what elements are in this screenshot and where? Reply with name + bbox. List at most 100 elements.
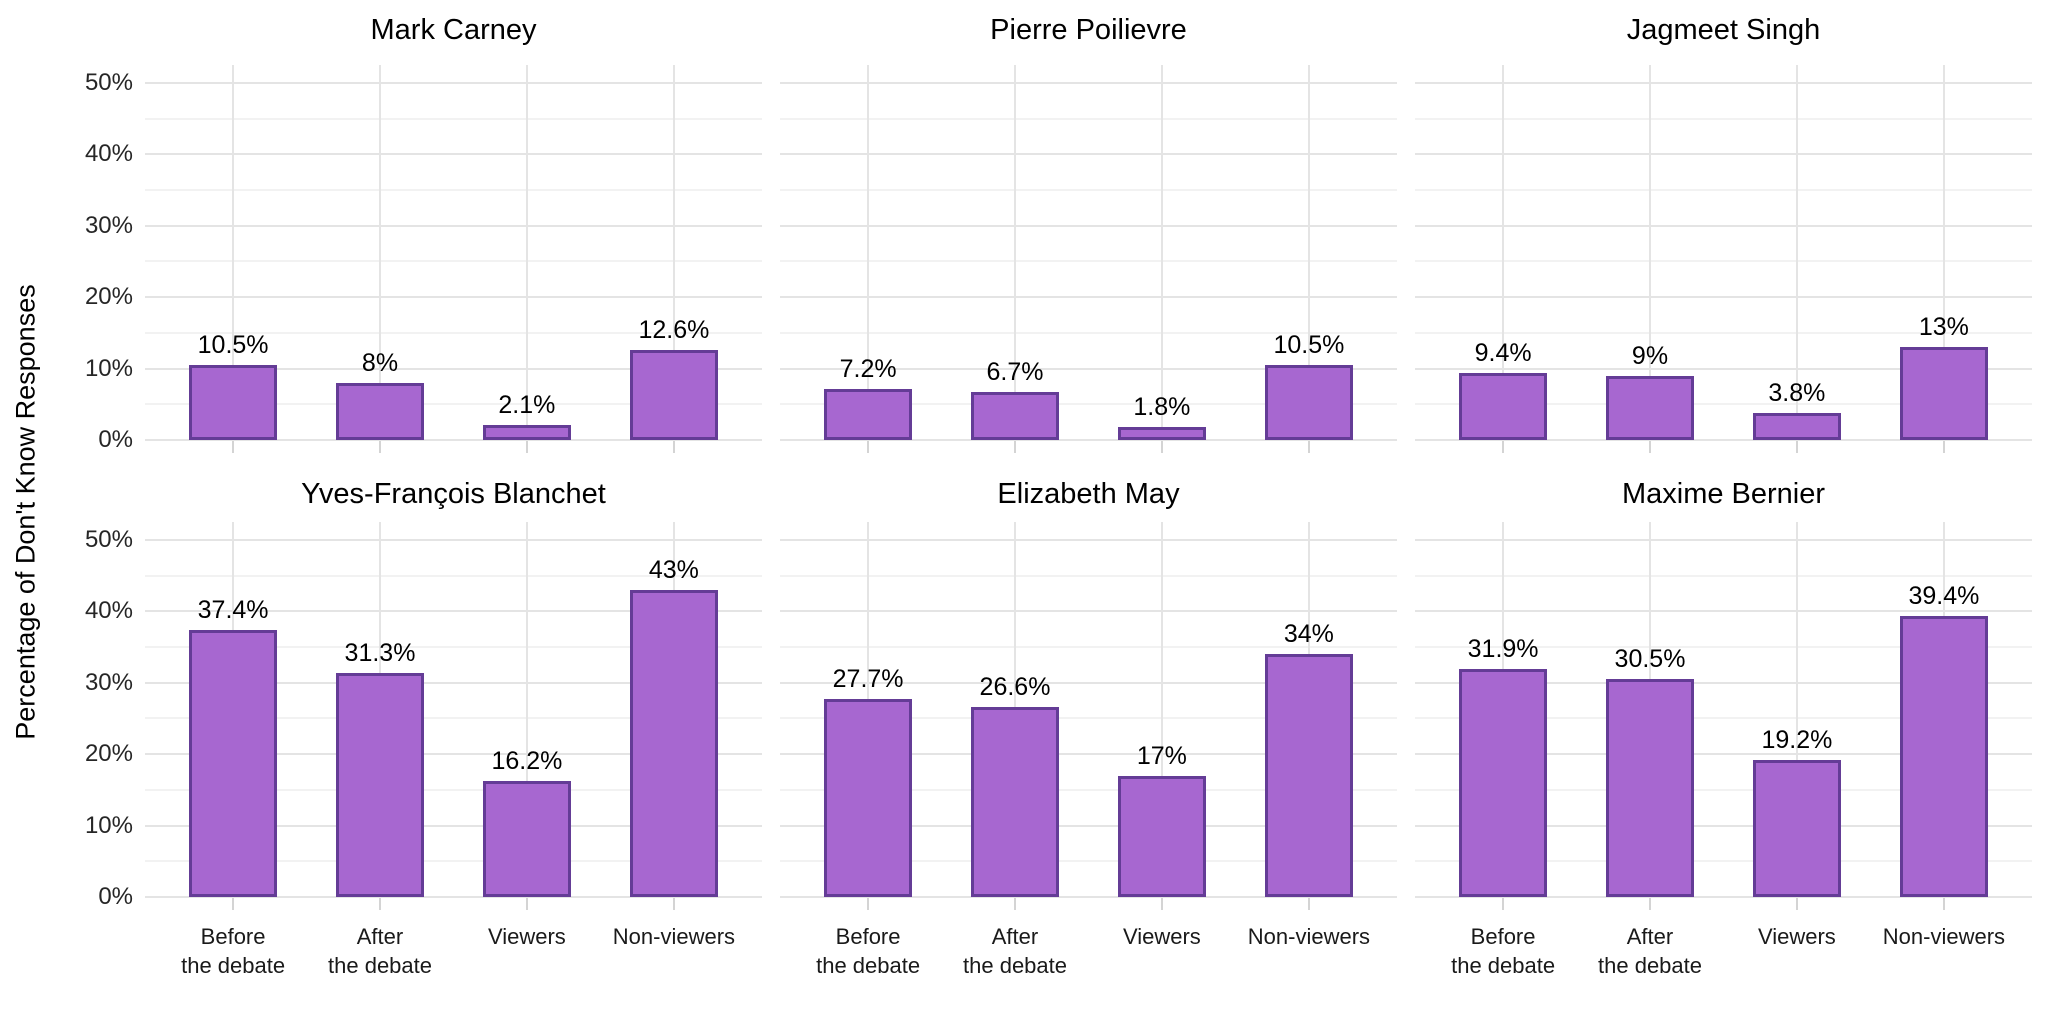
x-category-label: After the debate [963,922,1067,980]
x-category-label: Viewers [1758,922,1836,951]
facet-title: Jagmeet Singh [1626,14,1821,46]
x-category-label: Non-viewers [1883,922,2005,951]
gridline-major [780,153,1397,156]
bar [1459,372,1548,440]
gridline-minor [780,717,1397,720]
y-tick-label: 10% [84,354,133,382]
y-tick-label: 20% [84,283,133,311]
gridline-major [1415,153,2032,156]
bar-value-label: 8% [361,348,399,377]
gridline-vertical [232,65,235,440]
x-category-label: Non-viewers [613,922,735,951]
x-category-label: Before the debate [816,922,920,980]
plot-panel: 37.4% 31.3% 16.2% 43% [145,522,762,898]
gridline-vertical [1160,65,1163,440]
y-tick-label: 10% [84,811,133,839]
bar [1117,775,1206,897]
gridline-minor [780,860,1397,863]
gridline-major [145,153,762,156]
x-category-label-line: Before [200,924,266,949]
y-tick-label: 0% [98,883,133,910]
bar [336,673,424,897]
gridline-major [780,824,1397,827]
bar-value-label: 17% [1136,741,1187,770]
gridline-minor [145,717,762,720]
gridline-major [780,439,1397,441]
bar [189,629,278,897]
x-tick-mark [1649,898,1651,910]
gridline-major [780,753,1397,756]
x-category-label-line: Viewers [1757,924,1836,949]
gridline-vertical [1649,65,1651,440]
bar [189,364,278,440]
x-tick-mark [1795,441,1798,453]
plot-panel: 27.7% 26.6% 17% 34% [780,522,1397,898]
bar [824,388,913,440]
gridline-major [145,681,762,684]
x-category-label: After the debate [1598,922,1702,980]
gridline-major [1415,224,2032,227]
y-tick-label: 20% [84,740,133,768]
gridline-minor [780,331,1397,334]
gridline-vertical [525,522,528,897]
bar-value-label: 13% [1918,313,1969,342]
facet-title: Yves-François Blanchet [301,478,606,510]
gridline-major [145,896,762,898]
gridline-major [780,610,1397,613]
x-tick-mark [1307,898,1310,910]
y-tick-label: 40% [84,597,133,625]
bar-value-label: 31.9% [1467,635,1539,664]
bar-value-label: 7.2% [839,354,897,383]
x-category-label-line: Viewers [487,924,566,949]
gridline-minor [1415,188,2032,191]
gridline-major [1415,896,2032,898]
bar-value-label: 34% [1283,620,1334,649]
y-tick-label: 50% [84,525,133,553]
x-tick-mark [1014,441,1016,453]
bar-value-label: 12.6% [638,315,710,344]
x-category-label-line: the debate [816,953,921,978]
y-tick-label: 30% [84,668,133,696]
plot-panel: 7.2% 6.7% 1.8% 10.5% [780,65,1397,441]
bar-value-label: 19.2% [1761,725,1833,754]
x-category-label-line: Viewers [1122,924,1201,949]
bar [629,589,718,897]
x-category-label-line: After [991,924,1039,949]
gridline-vertical [1502,65,1505,440]
gridline-minor [780,117,1397,120]
gridline-vertical [867,65,870,440]
gridline-minor [145,117,762,120]
gridline-minor [145,188,762,191]
gridline-vertical [525,65,528,440]
gridline-minor [145,574,762,577]
plot-panel: 9.4% 9% 3.8% 13% [1415,65,2032,441]
x-category-label-line: Non-viewers [612,924,736,949]
bar-value-label: 43% [648,555,699,584]
x-category-label-line: Before [1470,924,1536,949]
x-tick-mark [1942,898,1945,910]
gridline-major [1415,367,2032,370]
x-category-label: Viewers [1123,922,1201,951]
bar-value-label: 9% [1631,341,1669,370]
bar [336,382,424,440]
x-tick-mark [379,898,381,910]
x-category-label-line: the debate [1451,953,1556,978]
gridline-major [145,538,762,541]
bar-value-label: 10.5% [1273,330,1345,359]
bar [971,392,1059,440]
gridline-major [145,824,762,827]
plot-panel: 10.5% 8% 2.1% 12.6% [145,65,762,441]
bar-value-label: 27.7% [832,665,904,694]
bar-value-label: 3.8% [1768,378,1826,407]
gridline-vertical [1160,522,1163,897]
bar-value-label: 30.5% [1614,645,1686,674]
bar [1899,347,1988,440]
bar [1752,759,1841,897]
gridline-major [1415,681,2032,684]
gridline-major [780,681,1397,684]
x-tick-mark [1649,441,1651,453]
gridline-major [780,538,1397,541]
facet-title: Mark Carney [370,14,537,46]
x-category-label-line: the debate [328,953,432,978]
x-tick-mark [1014,898,1016,910]
